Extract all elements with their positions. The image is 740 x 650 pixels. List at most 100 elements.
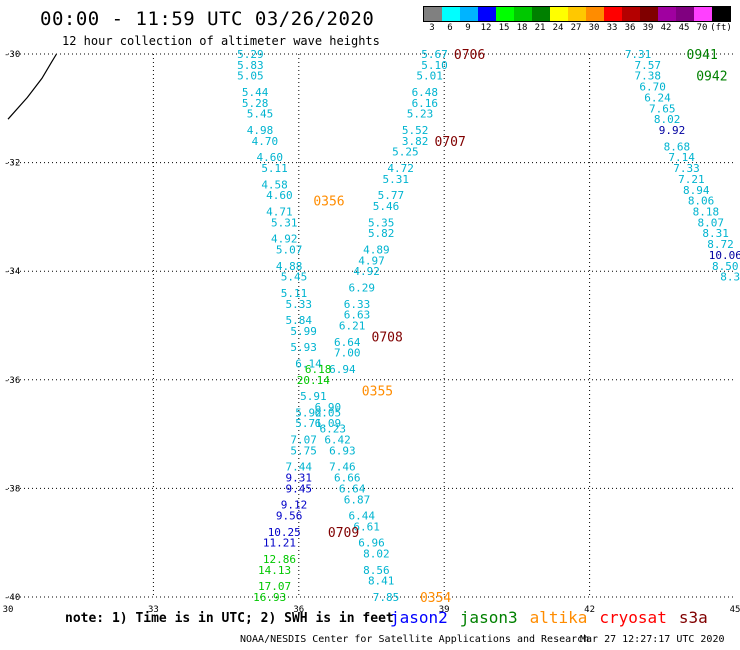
wave-height-value: 6.05 [315,406,342,419]
legend-swatch [424,7,442,21]
legend-label: 70 [696,23,708,33]
wave-height-value: 7.65 [649,102,676,115]
wave-height-value: 8.31 [702,227,729,240]
wave-height-value: 7.07 [290,434,317,447]
legend-swatch [604,7,622,21]
legend-swatch [568,7,586,21]
wave-height-value: 5.46 [373,200,400,213]
wave-height-value: 20.14 [297,374,330,387]
wave-height-value: 7.38 [635,70,662,83]
wave-height-value: 5.45 [281,271,308,284]
wave-height-value: 3.82 [402,135,429,148]
longitude-tick: 33 [148,605,159,615]
wave-height-value: 6.66 [334,472,361,485]
wave-height-value: 10.25 [268,526,301,539]
pass-time-label: 0942 [696,70,727,85]
wave-height-value: 8.68 [664,140,691,153]
pass-time-label: 0706 [454,48,485,63]
wave-height-value: 8.02 [654,113,681,126]
wave-height-value: 4.92 [271,233,298,246]
legend-swatch [478,7,496,21]
wave-height-value: 5.75 [290,444,317,457]
wave-height-value: 7.44 [286,461,313,474]
wave-height-value: 5.31 [382,173,409,186]
pass-time-label: 0708 [372,330,403,345]
wave-height-value: 5.05 [237,70,264,83]
wave-height-value: 5.99 [290,325,317,338]
legend-label: 3 [429,23,435,33]
legend-label: (ft) [710,23,732,33]
wave-height-value: 5.52 [402,124,429,137]
generated-timestamp: Mar 27 12:27:17 UTC 2020 [580,634,725,645]
wave-height-value: 4.60 [266,189,293,202]
wave-height-value: 6.48 [412,86,439,99]
wave-height-value: 5.67 [421,48,448,61]
satellite-legend: jason2 jason3 altika cryosat s3a [390,608,720,627]
wave-height-value: 16.93 [253,591,286,604]
wave-height-value: 5.28 [242,97,269,110]
map-grid [8,53,735,598]
satellite-name: jason3 [459,608,518,627]
wave-height-value: 6.94 [329,363,356,376]
longitude-tick: 42 [584,605,595,615]
wave-height-value: 6.44 [349,510,376,523]
latitude-tick: -38 [4,484,20,494]
legend-label: 36 [624,23,636,33]
longitude-tick: 36 [293,605,304,615]
latitude-tick: -34 [4,267,20,277]
legend-swatch [640,7,658,21]
wave-height-value: 9.92 [659,124,686,137]
wave-height-value: 6.42 [324,434,351,447]
legend-swatch [676,7,694,21]
wave-height-value: 8.18 [693,205,720,218]
longitude-tick: 39 [439,605,450,615]
pass-time-labels: 0706 0707 0708 0709 0356 0355 0354 0941 0942 [313,48,727,606]
wave-height-value: 9.56 [276,510,303,523]
legend-swatch [442,7,460,21]
pass-time-label: 0941 [687,48,718,63]
wave-height-values: 5.295.835.055.445.285.454.984.704.605.11… [237,48,740,604]
wave-height-value: 5.91 [300,390,327,403]
wave-height-value: 8.02 [363,548,390,561]
wave-height-value: 8.56 [363,564,390,577]
legend-label: 24 [552,23,564,33]
legend-label: 42 [660,23,672,33]
longitude-tick: 45 [730,605,740,615]
pass-time-label: 0709 [328,526,359,541]
wave-height-value: 5.25 [392,146,419,159]
wave-height-value: 5.33 [286,298,313,311]
satellite-name: altika [529,608,588,627]
wave-height-value: 6.18 [305,363,332,376]
wave-height-value: 4.72 [387,162,414,175]
wave-height-value: 17.07 [258,580,291,593]
legend-label: 9 [465,23,471,33]
wave-height-value: 8.3 [720,271,740,284]
wave-height-value: 6.21 [339,320,366,333]
wave-height-value: 4.71 [266,205,293,218]
wave-height-value: 5.07 [276,243,303,256]
wave-height-value: 5.35 [368,216,395,229]
wave-height-value: 5.11 [261,162,288,175]
wave-height-value: 6.14 [295,358,322,371]
wave-height-value: 5.77 [378,189,405,202]
color-scale-legend [423,6,731,22]
wave-height-value: 7.21 [678,173,705,186]
legend-swatch [532,7,550,21]
legend-swatch [514,7,532,21]
legend-swatch [694,7,712,21]
wave-height-value: 8.72 [707,238,734,251]
legend-label: 15 [498,23,510,33]
footer-note: note: 1) Time is in UTC; 2) SWH is in fe… [65,611,394,626]
wave-height-value: 7.57 [635,59,662,72]
wave-height-value: 6.93 [329,444,356,457]
longitude-tick: 30 [3,605,14,615]
wave-height-value: 4.58 [261,178,288,191]
wave-height-value: 6.33 [344,298,371,311]
wave-height-value: 4.88 [276,260,303,273]
wave-height-value: 5.71 [295,417,322,430]
wave-height-value: 6.63 [344,309,371,322]
wave-height-value: 4.92 [353,265,380,278]
legend-label: 45 [678,23,690,33]
wave-height-value: 5.92 [295,406,322,419]
